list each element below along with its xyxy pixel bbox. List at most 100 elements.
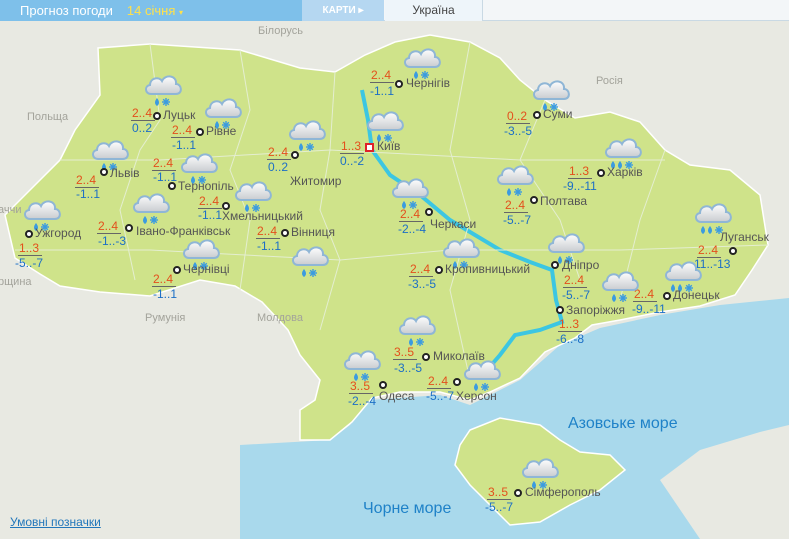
night-temperature: -1..1 xyxy=(153,170,178,184)
dnipro-river xyxy=(360,89,565,380)
city-name[interactable]: Харків xyxy=(607,165,643,179)
night-temperature: -11..-13 xyxy=(690,257,731,271)
city-name[interactable]: Суми xyxy=(543,107,573,121)
city-name[interactable]: Тернопіль xyxy=(178,179,234,193)
country-label-moldova: Молдова xyxy=(257,312,303,324)
day-temperature: 2..4 xyxy=(152,273,177,287)
day-temperature: 2..4 xyxy=(370,69,395,83)
cloud-rain-snow-icon xyxy=(600,268,640,304)
cloud-rain-snow-icon xyxy=(233,178,273,214)
city-name[interactable]: Запоріжжя xyxy=(566,303,625,317)
city-name[interactable]: Черкаси xyxy=(430,217,477,231)
header-bar: Прогноз погоди 14 січня ▾ КАРТИ ▸ Україна xyxy=(0,0,789,21)
country-label-romania: Румунія xyxy=(145,312,186,324)
city-name[interactable]: Рівне xyxy=(206,124,237,138)
city-marker-icon xyxy=(222,202,230,210)
city-name[interactable]: Полтава xyxy=(540,194,587,208)
night-temperature: -2..-4 xyxy=(398,222,427,236)
tab-ukraine[interactable]: Україна xyxy=(385,0,483,21)
night-temperature: -1..-3 xyxy=(98,234,127,248)
night-temperature: -5..-7 xyxy=(15,256,44,270)
forecast-title-bar: Прогноз погоди 14 січня ▾ xyxy=(0,0,302,21)
day-temperature: 3..5 xyxy=(393,346,418,360)
night-temperature: -9..-11 xyxy=(563,179,597,193)
city-marker-icon xyxy=(556,306,564,314)
city-marker-icon xyxy=(281,229,289,237)
city-name[interactable]: Чернігів xyxy=(406,76,451,90)
cloud-rain-snow-icon xyxy=(397,312,437,348)
city-marker-icon xyxy=(729,247,737,255)
day-temperature: 1..3 xyxy=(558,318,583,332)
day-temperature: 2..4 xyxy=(633,288,658,302)
night-temperature: -5..-7 xyxy=(562,288,591,302)
city-marker-icon xyxy=(291,151,299,159)
day-temperature: 2..4 xyxy=(75,174,100,188)
country-label-hungary: рщина xyxy=(0,276,32,288)
city-name[interactable]: Хмельницький xyxy=(222,209,303,223)
city-name[interactable]: Івано-Франківськ xyxy=(136,224,231,238)
maps-button[interactable]: КАРТИ ▸ xyxy=(302,0,384,21)
date-dropdown[interactable]: 14 січня ▾ xyxy=(127,3,183,18)
day-temperature: 2..4 xyxy=(504,199,529,213)
city-name[interactable]: Луганськ xyxy=(720,230,769,244)
cloud-rain-snow-icon xyxy=(342,347,382,383)
legend-link[interactable]: Умовні позначки xyxy=(10,515,101,529)
night-temperature: -1..1 xyxy=(172,138,197,152)
night-temperature: -5..-7 xyxy=(503,213,532,227)
night-temperature: -5..-7 xyxy=(426,389,455,403)
country-label-russia: Росія xyxy=(596,75,623,87)
city-name[interactable]: Луцьк xyxy=(163,108,196,122)
city-name[interactable]: Львів xyxy=(110,166,140,180)
day-temperature: 1..3 xyxy=(340,140,365,154)
city-marker-icon xyxy=(597,169,605,177)
chevron-down-icon: ▾ xyxy=(178,8,183,17)
day-temperature: 2..4 xyxy=(267,146,292,160)
cloud-rain-snow-icon xyxy=(203,95,243,131)
city-marker-icon xyxy=(153,112,161,120)
cloud-rain-snow-icon xyxy=(495,162,535,198)
day-temperature: 2..4 xyxy=(256,225,281,239)
city-name[interactable]: Житомир xyxy=(290,174,342,188)
cloud-rain-snow-icon xyxy=(365,108,405,144)
capital-marker-icon xyxy=(365,143,374,152)
city-name[interactable]: Миколаїв xyxy=(433,349,485,363)
day-temperature: 2..4 xyxy=(131,107,156,121)
day-temperature: 2..4 xyxy=(399,208,424,222)
city-marker-icon xyxy=(379,381,387,389)
night-temperature: -3..-5 xyxy=(408,277,437,291)
city-marker-icon xyxy=(25,230,33,238)
city-name[interactable]: Київ xyxy=(377,139,401,153)
city-marker-icon xyxy=(453,378,461,386)
city-name[interactable]: Чернівці xyxy=(183,262,230,276)
city-marker-icon xyxy=(425,208,433,216)
day-temperature: 2..4 xyxy=(198,195,223,209)
night-temperature: -2..-4 xyxy=(348,394,377,408)
cloud-rain-snow-icon xyxy=(546,230,586,266)
night-temperature: -3..-5 xyxy=(394,361,423,375)
city-marker-icon xyxy=(530,196,538,204)
city-name[interactable]: Дніпро xyxy=(562,258,600,272)
country-label-belarus: Білорусь xyxy=(258,25,303,37)
city-name[interactable]: Кропивницький xyxy=(445,262,531,276)
city-name[interactable]: Вінниця xyxy=(291,225,335,239)
date-value: 14 січня xyxy=(126,3,176,18)
city-name[interactable]: Ужгород xyxy=(35,226,82,240)
night-temperature: -1..1 xyxy=(257,239,282,253)
country-label-slovakia: аччи xyxy=(0,204,22,216)
day-temperature: 2..4 xyxy=(563,274,588,288)
cloud-rain-snow-icon xyxy=(390,175,430,211)
night-temperature: -6..-8 xyxy=(556,332,585,346)
black-sea xyxy=(240,298,789,539)
city-name[interactable]: Одеса xyxy=(379,389,415,403)
city-name[interactable]: Сімферополь xyxy=(525,485,601,499)
night-temperature: -3..-5 xyxy=(504,124,533,138)
night-temperature: -1..1 xyxy=(198,208,223,222)
night-temperature: -1..1 xyxy=(153,287,178,301)
city-marker-icon xyxy=(125,224,133,232)
day-temperature: 0..2 xyxy=(506,110,531,124)
city-name[interactable]: Донецьк xyxy=(673,288,720,302)
page-title: Прогноз погоди xyxy=(20,3,113,18)
city-marker-icon xyxy=(533,111,541,119)
city-name[interactable]: Херсон xyxy=(456,389,497,403)
